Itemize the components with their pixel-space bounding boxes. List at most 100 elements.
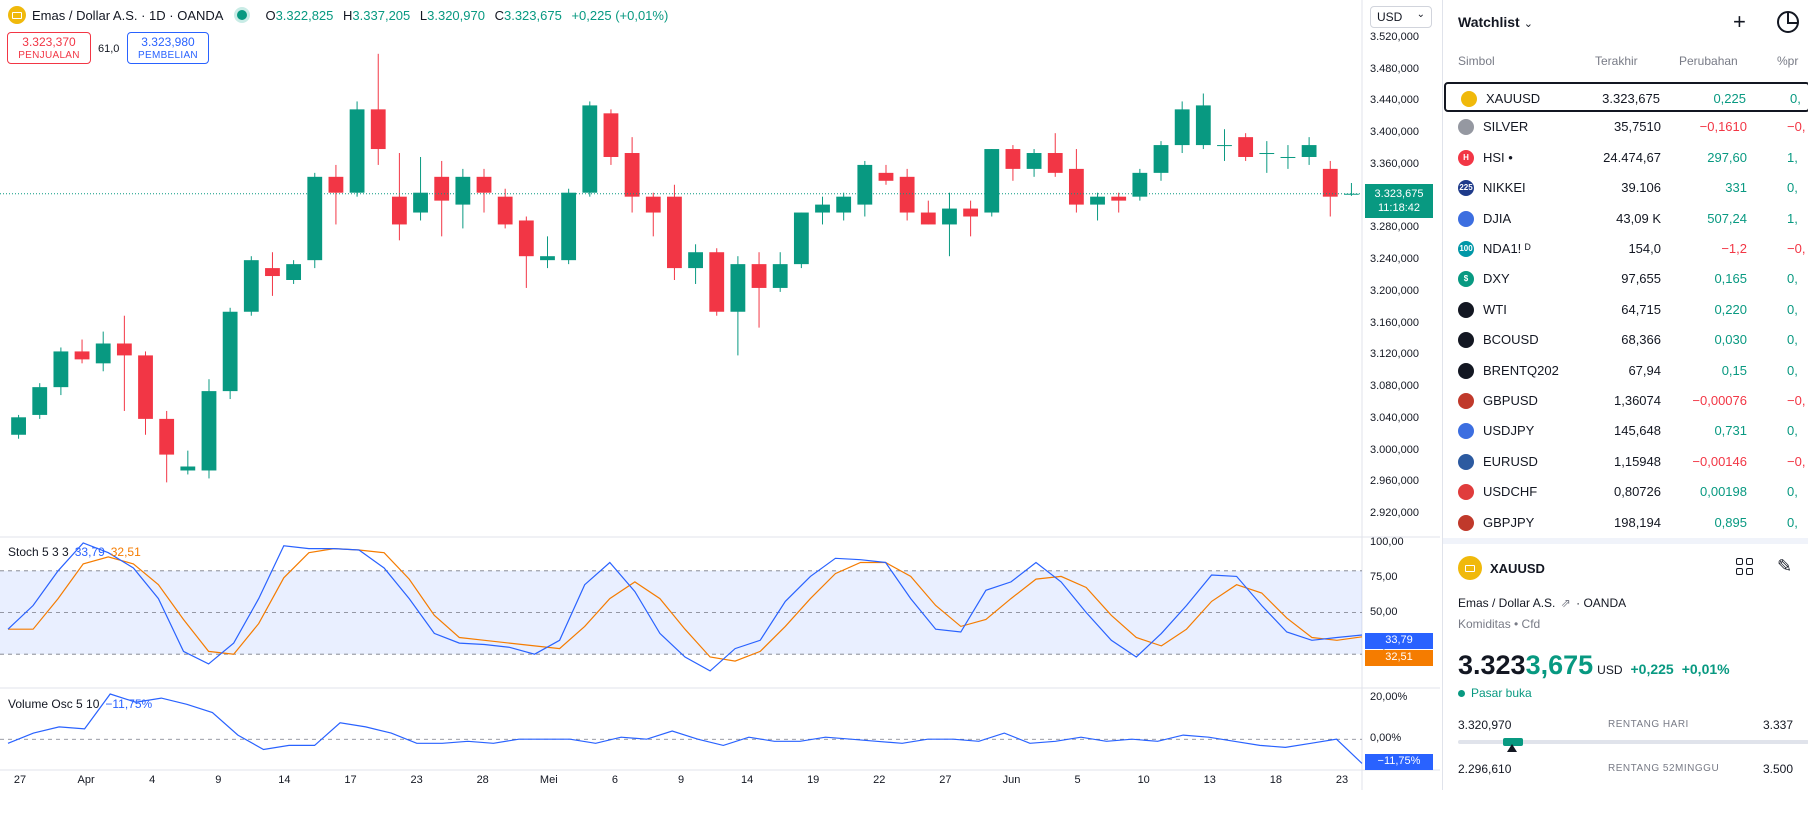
volosc-title[interactable]: Volume Osc 5 10 −11,75% [8,697,153,711]
time-axis-label: 6 [611,774,618,786]
buy-label: PEMBELIAN [138,50,198,61]
day-range-bar [1458,740,1808,744]
row-symbol: USDCHF [1483,484,1538,500]
col-pct[interactable]: %pr [1777,54,1799,68]
col-symbol[interactable]: Simbol [1458,54,1495,68]
candle-body [74,351,90,360]
watchlist-row[interactable]: GBPJPY 198,194 0,895 0, [1443,508,1808,538]
row-change: 297,60 [1707,149,1747,165]
row-symbol: DXY [1483,271,1510,287]
external-link-icon[interactable]: ⇗ [1560,596,1571,610]
candle-body [222,311,238,392]
watchlist-row[interactable]: EURUSD 1,15948 −0,00146 −0, [1443,447,1808,477]
currency-select[interactable]: USD ⌄ [1370,6,1432,28]
candle-body [328,176,344,193]
stoch-k-tag: 33,79 [1365,633,1433,649]
stoch-d-tag: 32,51 [1365,650,1433,666]
grid-layout-icon[interactable] [1736,558,1754,576]
price-axis-label: 3.480,000 [1370,62,1419,75]
watchlist-row[interactable]: 225 NIKKEI 39.106 331 0, [1443,173,1808,203]
watchlist-row[interactable]: 100 NDA1! ᴰ 154,0 −1,2 −0, [1443,234,1808,264]
silver-icon [1458,119,1474,136]
buy-button[interactable]: 3.323,980 PEMBELIAN [127,32,209,64]
gold-icon [1461,91,1477,107]
watchlist-row[interactable]: $ DXY 97,655 0,165 0, [1443,264,1808,294]
row-change: 0,00198 [1700,484,1747,500]
candle-body [476,176,492,193]
col-change[interactable]: Perubahan [1679,54,1738,68]
row-pct: 0, [1787,484,1798,500]
candle-body [1174,109,1190,146]
watchlist-title[interactable]: Watchlist ⌄ [1458,14,1533,30]
watchlist-row[interactable]: GBPUSD 1,36074 −0,00076 −0, [1443,386,1808,416]
candle-body [1026,153,1042,169]
candle-body [667,196,682,269]
day-range-fill [1503,738,1523,746]
watchlist-row[interactable]: USDCHF 0,80726 0,00198 0, [1443,477,1808,507]
row-pct: 0, [1787,301,1798,317]
price-chart[interactable] [0,0,1440,790]
eur-usd-flag-icon [1458,453,1474,470]
row-last: 67,94 [1628,362,1661,378]
details-change: +0,225 [1630,661,1674,677]
volosc-axis-label: 0,00% [1370,732,1402,745]
nasdaq-icon: 100 [1458,241,1474,257]
row-pct: −0, [1787,241,1806,256]
watchlist-row[interactable]: H HSI • 24.474,67 297,60 1, [1443,143,1808,173]
row-last: 1,36074 [1614,393,1661,408]
day-range-marker [1507,744,1517,752]
time-axis-label: 10 [1137,774,1150,786]
candle-body [1280,156,1296,158]
pie-chart-icon[interactable] [1777,11,1799,33]
candle-body [561,192,577,261]
candle-body [1005,149,1021,169]
candle-body [540,256,555,261]
row-last: 68,366 [1621,332,1661,348]
row-change: 331 [1725,180,1747,196]
chart-area[interactable]: Emas / Dollar A.S. · 1D · OANDA O3.322,8… [0,0,1440,790]
watchlist-row[interactable]: BCOUSD 68,366 0,030 0, [1443,325,1808,355]
volosc-tag: −11,75% [1365,754,1433,770]
watchlist-row[interactable]: SILVER 35,7510 −0,1610 −0, [1443,112,1808,142]
market-status: Pasar buka [1458,686,1532,700]
candle-body [603,113,619,157]
watchlist-row[interactable]: WTI 64,715 0,220 0, [1443,295,1808,325]
row-change: 0,15 [1721,362,1747,378]
watchlist-row[interactable]: XAUUSD 3.323,675 0,225 0, [1444,82,1808,112]
watchlist-row[interactable]: USDJPY 145,648 0,731 0, [1443,416,1808,446]
time-axis-label: 18 [1269,774,1283,786]
symbol-title[interactable]: Emas / Dollar A.S. · 1D · OANDA [32,7,224,23]
row-last: 97,655 [1621,271,1661,287]
watchlist-row[interactable]: DJIA 43,09 K 507,24 1, [1443,204,1808,234]
candle-body [688,252,703,269]
dollar-icon: $ [1458,271,1474,288]
hsi-icon: H [1458,149,1474,166]
candle-body [159,418,175,455]
row-pct: 0, [1787,362,1798,378]
candle-body [32,387,48,415]
row-pct: 0, [1787,514,1798,530]
candle-body [1195,105,1211,146]
candle-body [1259,153,1275,155]
edit-icon[interactable]: ✎ [1777,556,1793,576]
time-axis-label: 17 [344,774,357,786]
time-axis-label: 28 [476,774,489,786]
stoch-title[interactable]: Stoch 5 3 3 33,79 32,51 [8,545,141,559]
price-axis-label: 3.520,000 [1370,30,1419,43]
watchlist-row[interactable]: BRENTQ202 67,94 0,15 0, [1443,356,1808,386]
buy-price: 3.323,980 [141,35,195,49]
candle-body [413,192,428,213]
details-header: XAUUSD [1458,556,1545,580]
candle-body [434,176,450,201]
sell-button[interactable]: 3.323,370 PENJUALAN [7,32,91,64]
col-last[interactable]: Terakhir [1595,54,1638,68]
row-pct: 0, [1787,271,1798,287]
right-panel: Watchlist ⌄ + Simbol Terakhir Perubahan %… [1442,0,1808,790]
add-symbol-icon[interactable]: + [1733,9,1746,34]
candle-body [1344,193,1359,195]
row-change: −1,2 [1721,241,1747,256]
price-axis-label: 3.160,000 [1370,316,1419,329]
candle-body [645,196,661,213]
price-axis-label: 3.440,000 [1370,94,1419,107]
details-symbol[interactable]: XAUUSD [1490,560,1545,576]
